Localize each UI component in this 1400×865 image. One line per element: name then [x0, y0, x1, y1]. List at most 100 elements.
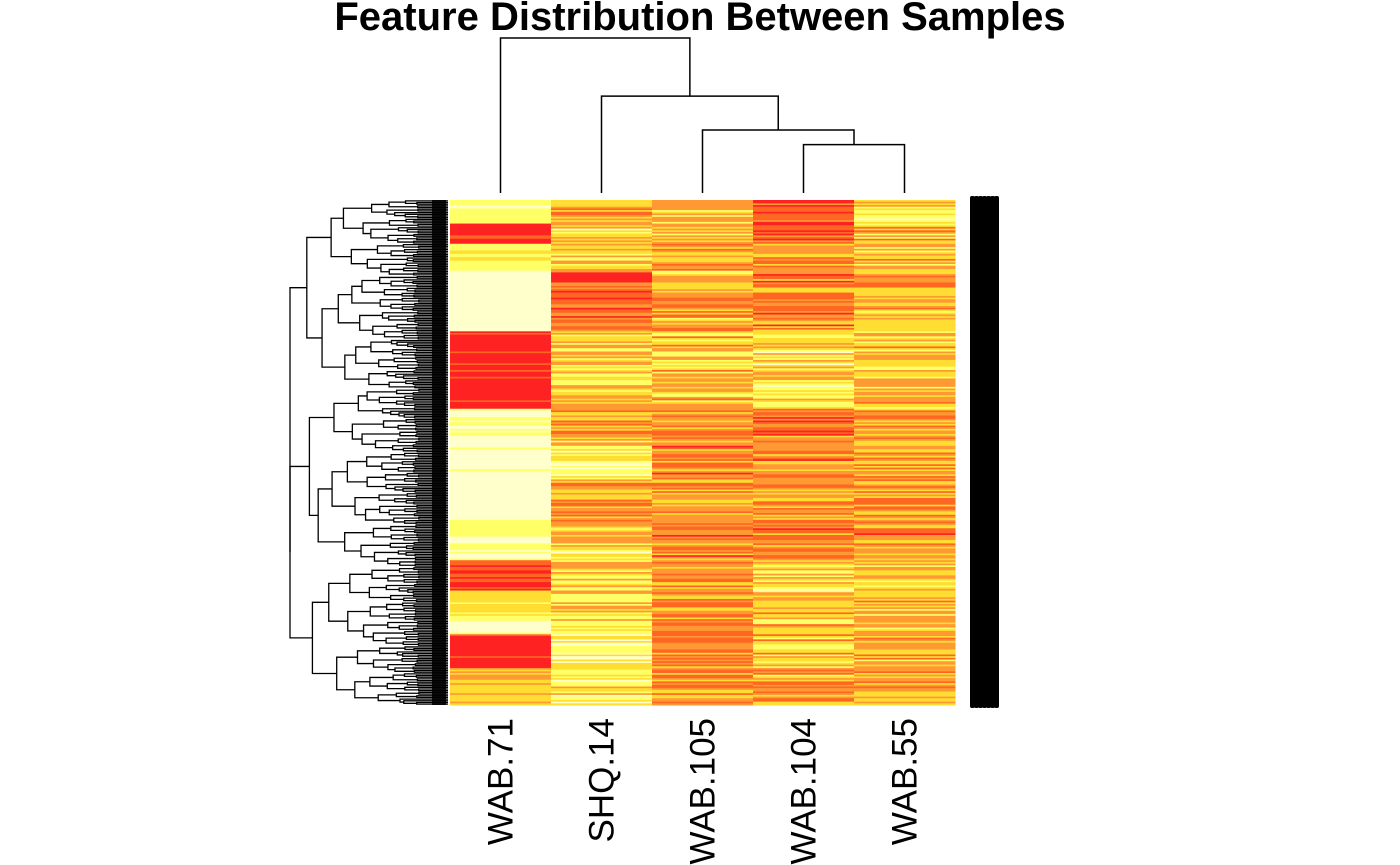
- heatmap-cell: [854, 578, 956, 581]
- heatmap-cell: [753, 388, 855, 391]
- row-dendrogram-link: [361, 433, 400, 445]
- heatmap-cell: [551, 577, 653, 580]
- heatmap-cell: [551, 319, 653, 322]
- heatmap-cell: [854, 492, 956, 496]
- heatmap-cell: [854, 200, 956, 203]
- heatmap-cell: [551, 213, 653, 216]
- heatmap-cell: [551, 304, 653, 307]
- heatmap-cell: [854, 380, 956, 383]
- heatmap-cell: [753, 538, 855, 541]
- heatmap-cell: [450, 210, 552, 213]
- heatmap-cell: [450, 390, 552, 393]
- heatmap-cell: [854, 221, 956, 225]
- heatmap-cell: [450, 336, 552, 339]
- heatmap-cell: [753, 491, 855, 494]
- heatmap-cell: [652, 243, 754, 246]
- heatmap-cell: [854, 558, 956, 561]
- heatmap-cell: [753, 284, 855, 287]
- heatmap-cell: [551, 307, 653, 310]
- heatmap-cell: [753, 558, 855, 561]
- heatmap-cell: [652, 327, 754, 331]
- heatmap-cell: [652, 439, 754, 442]
- heatmap-cell: [551, 587, 653, 590]
- row-dendrogram-link: [402, 641, 448, 646]
- heatmap-cell: [753, 294, 855, 297]
- heatmap-cell: [753, 622, 855, 625]
- heatmap-cell: [753, 604, 855, 607]
- heatmap-cell: [753, 696, 855, 699]
- heatmap-cell: [854, 659, 956, 662]
- heatmap-cell: [450, 290, 552, 294]
- heatmap-cell: [450, 240, 552, 243]
- heatmap-cell: [753, 551, 855, 554]
- heatmap-cell: [753, 223, 855, 226]
- heatmap-cell: [551, 566, 653, 570]
- heatmap-cell: [753, 506, 855, 509]
- heatmap-cell: [854, 563, 956, 566]
- row-dendrogram-link: [331, 471, 356, 507]
- heatmap-cell: [551, 674, 653, 677]
- heatmap-cell: [450, 497, 552, 501]
- column-dendrogram-link: [600, 95, 779, 193]
- heatmap-cell: [854, 413, 956, 416]
- row-dendrogram-link: [382, 420, 407, 428]
- heatmap-cell: [551, 467, 653, 470]
- heatmap-cell: [551, 272, 653, 275]
- heatmap-cell: [551, 262, 653, 265]
- row-dendrogram-link: [412, 259, 448, 263]
- heatmap-cell: [753, 681, 855, 684]
- row-dendrogram-link: [414, 403, 448, 407]
- heatmap-cell: [551, 252, 653, 255]
- heatmap-cell: [450, 237, 552, 240]
- heatmap-cell: [450, 231, 552, 235]
- heatmap-cell: [854, 433, 956, 437]
- heatmap-cell: [854, 267, 956, 270]
- heatmap-cell: [854, 354, 956, 358]
- row-dendrogram-link: [372, 632, 405, 642]
- heatmap-cell: [753, 612, 855, 615]
- heatmap-cell: [753, 331, 855, 334]
- heatmap-cell: [753, 376, 855, 379]
- heatmap-cell: [753, 275, 855, 278]
- heatmap-cell: [551, 447, 653, 450]
- heatmap-cell: [551, 400, 653, 403]
- heatmap-cell: [652, 691, 754, 694]
- heatmap-cell: [854, 511, 956, 514]
- heatmap-cell: [551, 258, 653, 262]
- heatmap-cell: [450, 572, 552, 575]
- heatmap-cell: [652, 223, 754, 226]
- heatmap-cell: [753, 629, 855, 632]
- heatmap-cell: [753, 642, 855, 645]
- heatmap-cell: [551, 427, 653, 430]
- heatmap-cell: [450, 454, 552, 457]
- heatmap-cell: [753, 341, 855, 344]
- heatmap-cell: [753, 400, 855, 403]
- row-dendrogram-link: [390, 280, 418, 287]
- row-dendrogram-link: [415, 427, 448, 431]
- heatmap-cell: [450, 656, 552, 659]
- heatmap-cell: [652, 430, 754, 433]
- heatmap-cell: [551, 679, 653, 682]
- heatmap-cell: [450, 215, 552, 218]
- heatmap-cell: [652, 523, 754, 526]
- heatmap-cell: [551, 558, 653, 561]
- heatmap-cell: [652, 412, 754, 415]
- heatmap-cell: [450, 508, 552, 511]
- heatmap-cell: [854, 363, 956, 366]
- heatmap-cell: [652, 513, 754, 516]
- heatmap-cell: [854, 358, 956, 361]
- heatmap-cell: [652, 501, 754, 504]
- heatmap-cell: [450, 386, 552, 390]
- heatmap-cell: [854, 683, 956, 686]
- heatmap-cell: [753, 582, 855, 585]
- heatmap-cell: [551, 598, 653, 602]
- heatmap-cell: [652, 208, 754, 211]
- heatmap-cell: [652, 662, 754, 666]
- row-dendrogram-link: [413, 594, 448, 598]
- heatmap-cell: [652, 235, 754, 238]
- heatmap-cell: [450, 566, 552, 570]
- heatmap-cell: [450, 311, 552, 314]
- heatmap-cell: [652, 703, 754, 706]
- heatmap-cell: [753, 666, 855, 669]
- heatmap-cell: [652, 370, 754, 373]
